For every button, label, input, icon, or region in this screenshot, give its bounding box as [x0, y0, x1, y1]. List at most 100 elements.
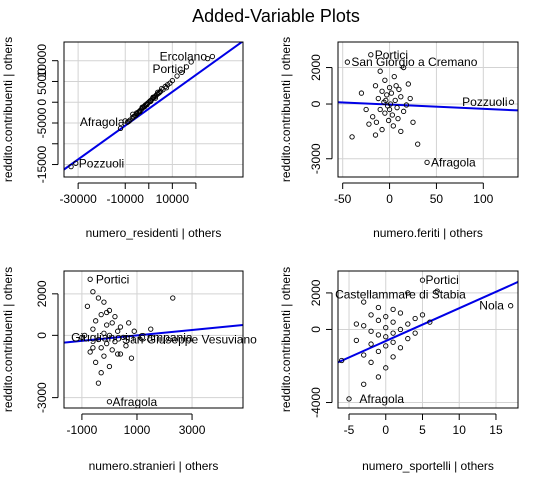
point-label: Afragola: [112, 395, 157, 409]
data-point: [368, 312, 374, 318]
data-point: [390, 306, 396, 313]
data-point: [353, 337, 360, 344]
data-point: [188, 59, 194, 65]
data-point: [358, 90, 365, 96]
x-tick-label: 3000: [179, 423, 206, 437]
data-point: [101, 353, 107, 359]
data-point: [156, 90, 163, 96]
point-label: San Giuseppe Vesuviano: [122, 333, 257, 347]
data-point: [427, 319, 433, 325]
data-point: [169, 77, 175, 84]
point-label: Pozzuoli: [462, 95, 507, 109]
y-axis-title: reddito.contribuenti | others: [279, 37, 293, 182]
data-point: [95, 295, 102, 301]
data-point: [353, 321, 360, 327]
data-point: [383, 324, 389, 331]
data-point: [366, 121, 372, 127]
data-point: [104, 322, 110, 328]
data-point: [368, 359, 374, 365]
data-point: [392, 97, 398, 104]
data-point: [390, 319, 396, 325]
point-label: Afragola: [359, 392, 404, 406]
data-point: [397, 326, 404, 333]
data-point: [115, 351, 121, 357]
data-point: [391, 74, 397, 80]
data-point: [139, 104, 145, 110]
data-point: [115, 328, 121, 334]
y-tick-label: -3000: [309, 143, 323, 174]
data-point: [383, 97, 389, 104]
data-point: [375, 304, 382, 311]
point-label: Afragola: [80, 115, 125, 129]
data-point: [150, 94, 156, 100]
x-axis-title: numero_sportelli | others: [362, 459, 494, 473]
y-tick-label: 0: [35, 332, 49, 339]
data-point: [419, 277, 426, 283]
data-point: [163, 85, 170, 91]
data-point: [104, 309, 110, 316]
data-point: [361, 299, 367, 305]
data-point: [379, 126, 385, 133]
data-point: [104, 341, 110, 347]
data-point: [144, 102, 150, 108]
data-point: [339, 357, 345, 364]
y-axis-title: reddito.contribuenti | others: [279, 267, 293, 412]
data-point: [390, 123, 396, 129]
y-tick-label: -4000: [309, 387, 323, 418]
data-point: [424, 159, 430, 166]
data-point: [400, 64, 407, 71]
data-point: [415, 141, 421, 147]
x-tick-label: -10000: [107, 192, 145, 206]
data-point: [375, 95, 381, 102]
x-tick-label: 10: [453, 423, 467, 437]
data-point: [370, 114, 376, 120]
data-point: [117, 324, 124, 330]
data-point: [349, 134, 355, 140]
data-point: [383, 365, 389, 371]
x-tick-label: 0: [382, 423, 389, 437]
data-point: [410, 119, 416, 125]
point-label: Portici: [425, 273, 458, 287]
x-tick-label: 0: [386, 192, 393, 206]
y-tick-label: -15000: [35, 146, 49, 184]
data-point: [120, 334, 126, 341]
point-label: Portici: [375, 48, 408, 62]
data-point: [93, 359, 99, 365]
data-point: [344, 59, 351, 65]
data-point: [385, 117, 392, 124]
plot-frame: [63, 41, 244, 178]
data-point: [395, 115, 401, 122]
data-point: [383, 343, 389, 349]
data-point: [368, 341, 374, 347]
data-point: [205, 55, 211, 62]
data-point: [397, 345, 404, 351]
data-point: [386, 106, 393, 113]
data-point: [375, 348, 382, 355]
plot-frame: [337, 41, 519, 178]
data-point: [382, 77, 388, 83]
data-point: [368, 328, 374, 334]
data-point: [87, 349, 93, 355]
data-point: [109, 320, 115, 326]
data-point: [68, 163, 74, 170]
data-point: [148, 98, 154, 105]
data-point: [363, 106, 369, 113]
data-point: [101, 299, 107, 305]
data-point: [386, 84, 393, 91]
data-point: [133, 110, 140, 116]
data-point: [73, 160, 79, 166]
x-tick-label: 50: [430, 192, 444, 206]
data-point: [109, 347, 115, 353]
x-tick-label: 15: [489, 423, 503, 437]
y-tick-label: -3000: [35, 382, 49, 413]
data-point: [434, 288, 440, 294]
data-point: [372, 132, 379, 138]
data-point: [400, 108, 407, 114]
y-tick-label: 2000: [309, 54, 323, 81]
data-point: [377, 68, 383, 74]
fit-line: [64, 323, 243, 344]
data-point: [98, 311, 104, 318]
